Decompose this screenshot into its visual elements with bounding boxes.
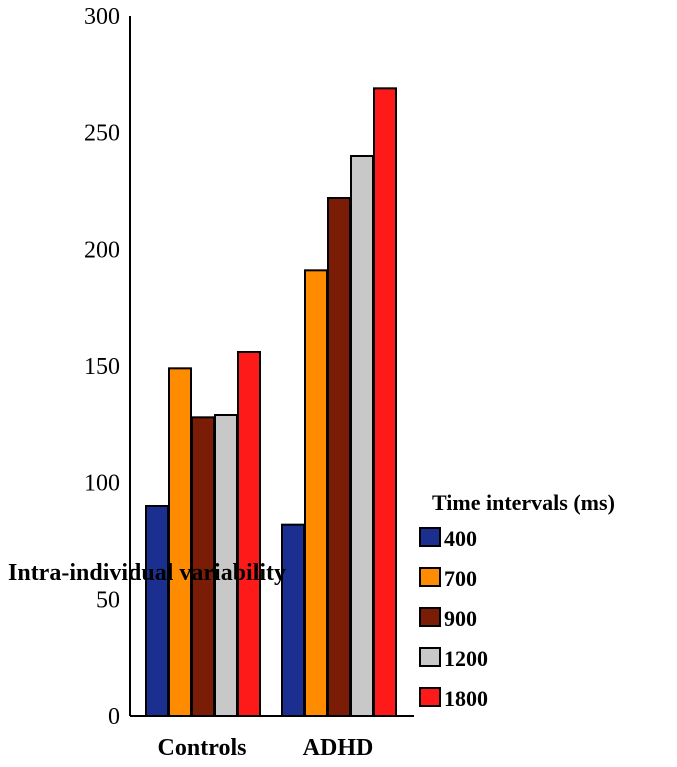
y-tick-label: 50 [96,587,120,613]
x-category-label: Controls [158,735,247,761]
bar-adhd-1800 [373,87,397,718]
legend-label-1200: 1200 [444,646,488,671]
legend-title: Time intervals (ms) [432,490,615,515]
bar-controls-400 [145,505,169,717]
y-axis-label: Intra-individual variability [8,560,286,586]
y-tick-label: 0 [108,704,120,730]
bar-controls-700 [168,367,192,717]
bar-adhd-700 [304,269,328,717]
legend-label-700: 700 [444,566,477,591]
x-category-label: ADHD [303,735,374,761]
y-tick-label: 250 [84,121,120,147]
legend-swatch-1800 [419,687,441,707]
legend-swatch-700 [419,567,441,587]
legend-swatch-900 [419,607,441,627]
y-tick-labels: 0 50 100 150 200 250 300 [84,4,120,730]
legend-swatch-1200 [419,647,441,667]
legend-label-400: 400 [444,526,477,551]
y-tick-label: 200 [84,237,120,263]
legend: 400 700 900 1200 1800 [419,526,488,711]
bar-adhd-900 [327,197,351,717]
bar-adhd-400 [281,523,305,718]
y-tick-label: 300 [84,4,120,30]
bar-adhd-1200 [350,155,374,717]
bars-layer [145,87,397,718]
y-tick-label: 150 [84,354,120,380]
legend-label-900: 900 [444,606,477,631]
bar-controls-1800 [237,351,261,717]
legend-label-1800: 1800 [444,686,488,711]
y-tick-label: 100 [84,471,120,497]
x-category-labels: Controls ADHD [158,735,374,761]
legend-swatch-400 [419,527,441,547]
